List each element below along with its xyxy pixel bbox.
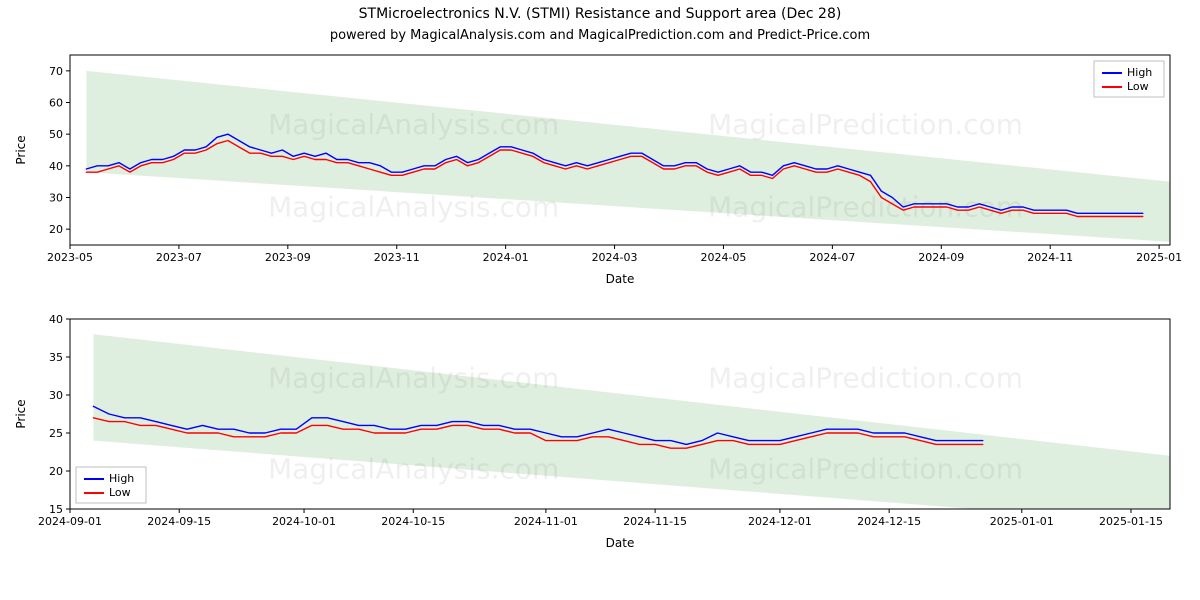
x-tick-label: 2023-07 xyxy=(156,251,202,264)
x-tick-label: 2024-10-15 xyxy=(381,515,445,528)
x-axis-label: Date xyxy=(606,536,635,550)
x-tick-label: 2025-01-01 xyxy=(990,515,1054,528)
legend-label-high: High xyxy=(109,472,134,485)
y-tick-label: 20 xyxy=(49,465,63,478)
x-tick-label: 2023-05 xyxy=(47,251,93,264)
watermark-text: MagicalPrediction.com xyxy=(708,108,1023,141)
x-tick-label: 2024-11 xyxy=(1027,251,1073,264)
x-tick-label: 2024-07 xyxy=(809,251,855,264)
x-tick-label: 2024-12-15 xyxy=(857,515,921,528)
watermark-text: MagicalAnalysis.com xyxy=(268,361,559,394)
legend-label-low: Low xyxy=(109,486,131,499)
y-tick-label: 25 xyxy=(49,427,63,440)
y-tick-label: 35 xyxy=(49,351,63,364)
bottom-chart-container: MagicalAnalysis.com MagicalPrediction.com… xyxy=(0,309,1200,573)
watermark-text: MagicalAnalysis.com xyxy=(268,191,559,224)
y-tick-label: 20 xyxy=(49,223,63,236)
legend-label-high: High xyxy=(1127,66,1152,79)
y-axis-label: Price xyxy=(14,135,28,164)
x-tick-label: 2024-09-15 xyxy=(147,515,211,528)
watermark-text: MagicalPrediction.com xyxy=(708,453,1023,486)
x-tick-label: 2024-11-15 xyxy=(623,515,687,528)
watermark-text: MagicalAnalysis.com xyxy=(268,453,559,486)
x-tick-label: 2024-11-01 xyxy=(514,515,578,528)
y-axis-label: Price xyxy=(14,399,28,428)
legend: HighLow xyxy=(1094,61,1164,97)
y-tick-label: 30 xyxy=(49,192,63,205)
top-chart-container: MagicalAnalysis.com MagicalPrediction.com… xyxy=(0,45,1200,309)
watermark-text: MagicalPrediction.com xyxy=(708,191,1023,224)
watermark-text: MagicalPrediction.com xyxy=(708,361,1023,394)
y-tick-label: 70 xyxy=(49,65,63,78)
watermark-text: MagicalAnalysis.com xyxy=(268,108,559,141)
x-tick-label: 2024-09 xyxy=(918,251,964,264)
y-tick-label: 30 xyxy=(49,389,63,402)
chart-title: STMicroelectronics N.V. (STMI) Resistanc… xyxy=(0,0,1200,22)
legend: HighLow xyxy=(76,467,146,503)
x-tick-label: 2024-05 xyxy=(700,251,746,264)
top-chart-svg: MagicalAnalysis.com MagicalPrediction.com… xyxy=(0,45,1200,305)
legend-label-low: Low xyxy=(1127,80,1149,93)
x-axis-label: Date xyxy=(606,272,635,286)
y-tick-label: 40 xyxy=(49,313,63,326)
x-tick-label: 2023-09 xyxy=(265,251,311,264)
y-tick-label: 50 xyxy=(49,128,63,141)
y-tick-label: 40 xyxy=(49,160,63,173)
x-tick-label: 2024-01 xyxy=(483,251,529,264)
x-tick-label: 2025-01-15 xyxy=(1099,515,1163,528)
x-tick-label: 2023-11 xyxy=(374,251,420,264)
x-tick-label: 2025-01 xyxy=(1136,251,1182,264)
x-tick-label: 2024-03 xyxy=(592,251,638,264)
bottom-chart-svg: MagicalAnalysis.com MagicalPrediction.com… xyxy=(0,309,1200,569)
x-tick-label: 2024-09-01 xyxy=(38,515,102,528)
y-tick-label: 60 xyxy=(49,97,63,110)
x-tick-label: 2024-12-01 xyxy=(748,515,812,528)
x-tick-label: 2024-10-01 xyxy=(272,515,336,528)
chart-subtitle: powered by MagicalAnalysis.com and Magic… xyxy=(0,22,1200,45)
